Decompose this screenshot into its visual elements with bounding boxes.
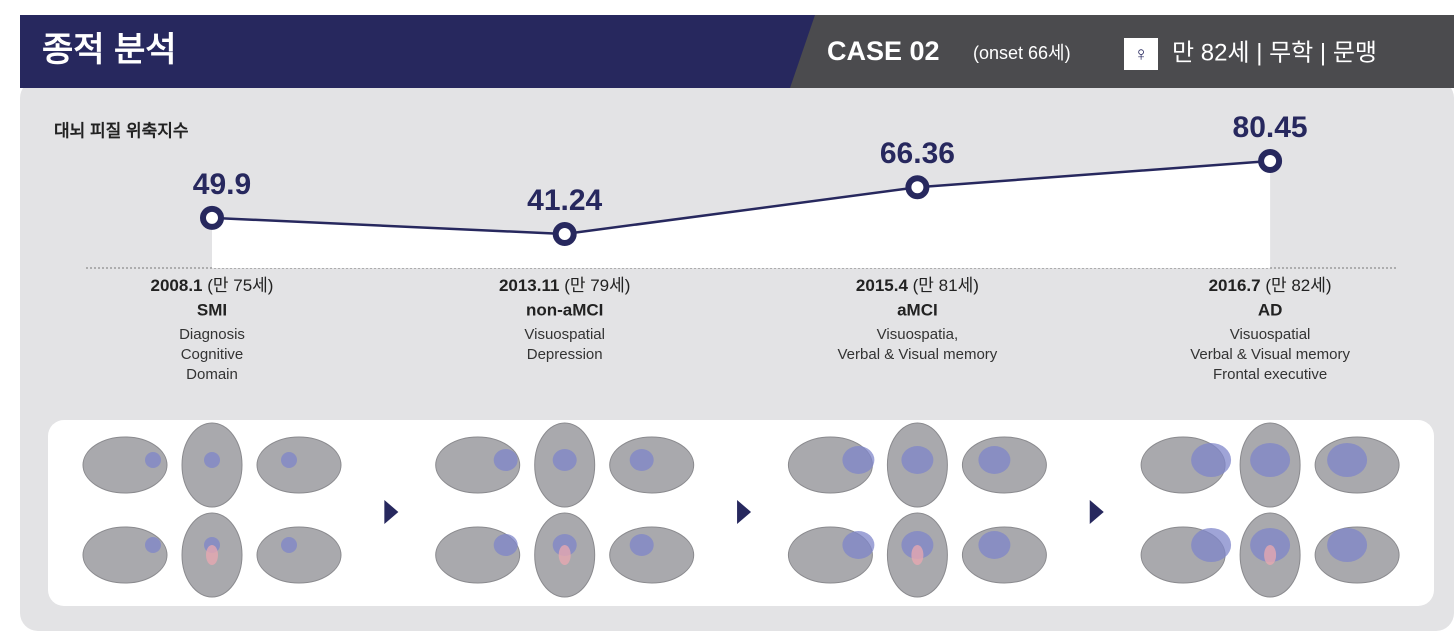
brain-highlight	[978, 531, 1011, 559]
brain-image	[82, 526, 168, 584]
brain-highlight	[1327, 443, 1368, 477]
domain: Verbal & Visual memory	[838, 346, 998, 363]
brain-highlight	[493, 534, 518, 556]
domain: Cognitive	[181, 346, 244, 363]
domain: Depression	[527, 346, 603, 363]
diagnosis: AD	[1258, 300, 1283, 319]
brain-highlight	[901, 446, 934, 474]
domain: Visuospatial	[524, 326, 605, 343]
date: 2013.11	[499, 276, 560, 295]
domain: Domain	[186, 366, 238, 383]
domain: Verbal & Visual memory	[1190, 346, 1350, 363]
point	[1258, 149, 1283, 173]
value-label: 49.9	[193, 168, 251, 201]
brain-image	[256, 436, 342, 494]
brain-highlight	[204, 452, 220, 468]
arrow	[384, 500, 399, 524]
brain-image	[609, 526, 695, 584]
profile: 만 82세 | 무학 | 문맹	[1172, 39, 1377, 66]
brain-highlight	[558, 545, 571, 565]
value-label: 41.24	[527, 184, 602, 217]
age: (만 82세)	[1265, 276, 1331, 295]
domain: Frontal executive	[1213, 366, 1327, 383]
brain-highlight	[493, 449, 518, 471]
stage-date: 2016.7 (만 82세)	[1209, 276, 1332, 295]
brain-image	[256, 526, 342, 584]
brain-highlight	[842, 446, 875, 474]
case: CASE 02	[827, 36, 940, 66]
brain-highlight	[552, 449, 577, 471]
case-bar	[790, 15, 1454, 88]
age: (만 81세)	[913, 276, 979, 295]
brain-highlight	[1250, 443, 1291, 477]
diagnosis: SMI	[197, 300, 227, 319]
date: 2016.7	[1209, 276, 1261, 295]
stage-date: 2008.1 (만 75세)	[151, 276, 274, 295]
arrow	[737, 500, 752, 524]
brain-highlight	[1327, 528, 1368, 562]
domain: Visuospatial	[1230, 326, 1311, 343]
brain-image	[435, 436, 521, 494]
point	[552, 222, 577, 246]
brain-highlight	[281, 452, 297, 468]
brain-image	[82, 436, 168, 494]
title: 종적 분석	[42, 31, 177, 69]
sex: ♀	[1134, 43, 1149, 65]
brain-highlight	[1191, 528, 1232, 562]
brain-highlight	[145, 452, 161, 468]
point	[200, 205, 224, 230]
diagnosis: aMCI	[897, 300, 938, 319]
brain-highlight	[1264, 545, 1277, 565]
age: (만 79세)	[564, 276, 630, 295]
stage-date: 2013.11 (만 79세)	[499, 276, 631, 295]
onset: (onset 66세)	[973, 43, 1071, 63]
brain-highlight	[629, 534, 654, 556]
brain-highlight	[281, 537, 297, 553]
brain-highlight	[842, 531, 875, 559]
area	[212, 161, 1271, 268]
value-label: 80.45	[1233, 111, 1308, 144]
brain-highlight	[978, 446, 1011, 474]
brain-highlight	[629, 449, 654, 471]
value-label: 66.36	[880, 137, 955, 170]
sex-box	[1124, 38, 1158, 70]
chart-title: 대뇌 피질 위축지수	[54, 120, 189, 140]
line	[211, 159, 1271, 236]
age: (만 75세)	[207, 276, 273, 295]
domain: Visuospatia,	[877, 326, 958, 343]
brain-highlight	[145, 537, 161, 553]
date: 2015.4	[856, 276, 909, 295]
point	[905, 175, 930, 200]
date: 2008.1	[151, 276, 203, 295]
diagnosis: non-aMCI	[526, 300, 603, 319]
domain: Diagnosis	[179, 326, 245, 343]
brain-highlight	[911, 545, 924, 565]
brain-highlight	[206, 545, 218, 565]
stage-date: 2015.4 (만 81세)	[856, 276, 979, 295]
arrow	[1089, 500, 1104, 524]
brain-highlight	[1191, 443, 1232, 477]
